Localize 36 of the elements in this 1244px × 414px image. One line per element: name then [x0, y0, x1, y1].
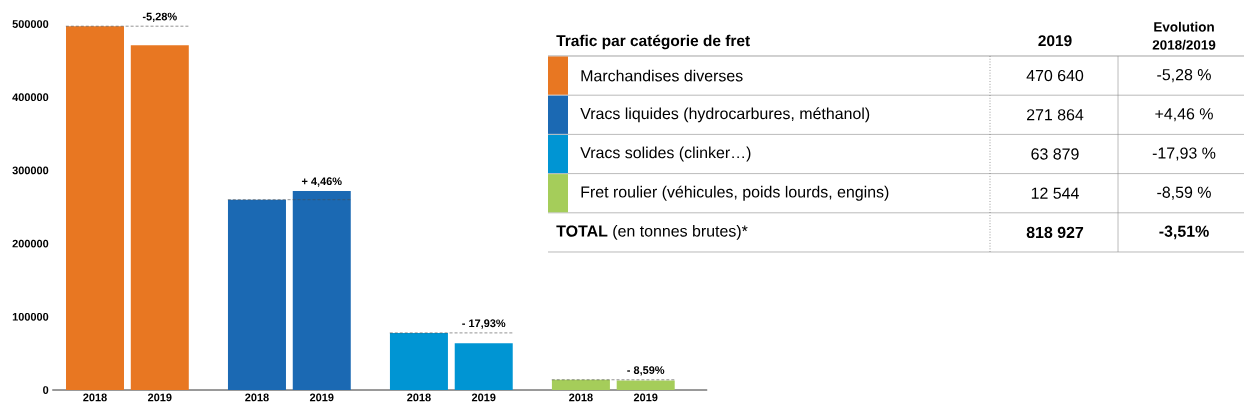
- annotation: Vracs solides (clinker…): [580, 146, 751, 162]
- x-tick-label: 2018: [569, 393, 593, 402]
- x-tick-label: 2019: [309, 393, 334, 402]
- annotation: TOTAL (en tonnes brutes)*: [556, 224, 748, 240]
- text: 12 544: [1031, 187, 1079, 199]
- annotation: Marchandises diverses: [581, 69, 743, 82]
- text: 818 927: [1026, 226, 1084, 239]
- y-tick-label: 200000: [12, 239, 49, 248]
- text: 2019: [1038, 35, 1072, 47]
- x-tick-label: 2019: [633, 393, 658, 402]
- y-tick-label: 400000: [12, 93, 49, 102]
- text: -5,28%: [142, 12, 177, 22]
- text: -3,51%: [1159, 225, 1209, 240]
- text: 63 879: [1031, 148, 1079, 160]
- x-tick-label: 2019: [471, 393, 496, 402]
- annotation: - 17,93%: [462, 319, 506, 329]
- annotation: Vracs liquides (hydrocarbures, méthanol): [580, 107, 870, 123]
- text: +4,46 %: [1155, 108, 1213, 122]
- text: -8,59 %: [1157, 186, 1211, 200]
- y-tick-label: 0: [43, 386, 49, 394]
- y-tick-label: 500000: [12, 20, 49, 28]
- y-tick-label: 100000: [12, 312, 49, 321]
- text: Trafic par catégorie de fret: [556, 34, 750, 50]
- annotation: + 4,46%: [301, 177, 342, 187]
- text: 470 640: [1026, 69, 1084, 82]
- text: Evolution 2018/2019: [1152, 21, 1216, 50]
- y-tick-label: 300000: [12, 166, 49, 175]
- annotation: - 8,59%: [627, 366, 665, 376]
- x-tick-label: 2019: [147, 393, 172, 402]
- x-tick-label: 2018: [407, 393, 431, 402]
- x-tick-label: 2018: [245, 393, 269, 402]
- x-tick-label: 2018: [83, 393, 107, 402]
- annotation: Fret roulier (véhicules, poids lourds, engins): [581, 185, 889, 201]
- text: -5,28 %: [1157, 69, 1211, 83]
- text: -17,93 %: [1152, 147, 1216, 161]
- text: 271 864: [1027, 109, 1084, 121]
